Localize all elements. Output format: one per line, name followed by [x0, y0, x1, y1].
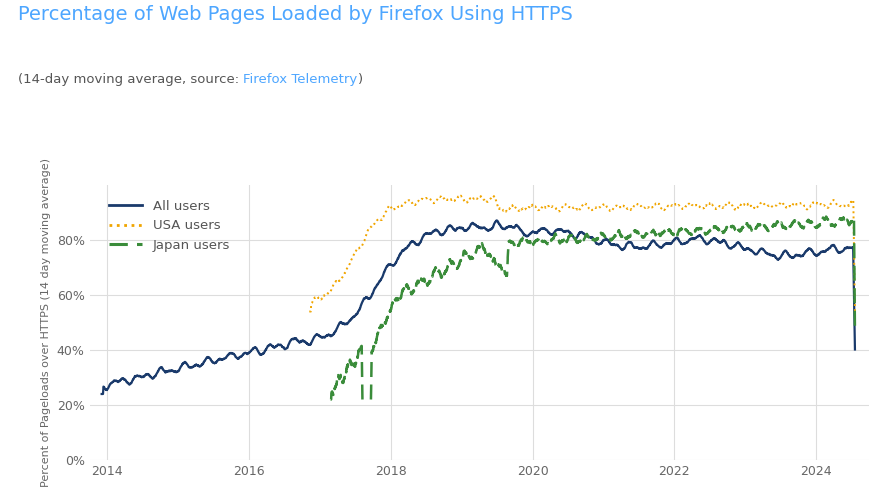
- Text: (14-day moving average, source:: (14-day moving average, source:: [18, 72, 244, 86]
- Y-axis label: Percent of Pageloads over HTTPS (14 day moving average): Percent of Pageloads over HTTPS (14 day …: [41, 158, 51, 487]
- Text: Percentage of Web Pages Loaded by Firefox Using HTTPS: Percentage of Web Pages Loaded by Firefo…: [18, 5, 573, 24]
- Text: Firefox Telemetry: Firefox Telemetry: [244, 72, 358, 86]
- Text: ): ): [358, 72, 363, 86]
- Legend: All users, USA users, Japan users: All users, USA users, Japan users: [104, 194, 236, 257]
